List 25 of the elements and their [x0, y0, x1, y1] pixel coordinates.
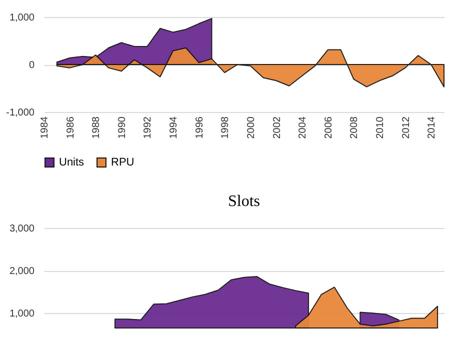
x-tick-label: 2000 [246, 116, 257, 139]
chart-title: Slots [228, 193, 260, 210]
legend-label: RPU [111, 156, 134, 169]
x-tick-label: 1992 [142, 116, 154, 139]
y-tick-label: 0 [28, 60, 35, 71]
x-tick-label: 2004 [298, 116, 309, 139]
x-tick-label: 1984 [40, 116, 50, 139]
x-tick-label: 2012 [400, 116, 412, 139]
x-tick-label: 2010 [374, 116, 386, 139]
x-tick-label: 2002 [272, 116, 283, 139]
x-tick-label: 1988 [91, 116, 102, 139]
y-tick-label: -1,000 [6, 108, 35, 118]
y-tick-label: 3,000 [9, 224, 35, 234]
y-tick-label: 1,000 [9, 12, 35, 24]
y-tick-label: 1,000 [9, 308, 35, 320]
x-tick-label: 1998 [220, 116, 232, 139]
legend-label: Units [59, 156, 85, 169]
x-tick-label: 2008 [349, 116, 360, 139]
x-tick-label: 1994 [168, 116, 180, 139]
x-tick-label: 1996 [194, 116, 206, 139]
x-tick-label: 2006 [323, 116, 334, 139]
x-tick-label: 2014 [426, 116, 438, 139]
x-tick-label: 1986 [65, 116, 76, 139]
y-tick-label: 2,000 [9, 266, 35, 278]
x-tick-label: 1990 [116, 116, 128, 139]
